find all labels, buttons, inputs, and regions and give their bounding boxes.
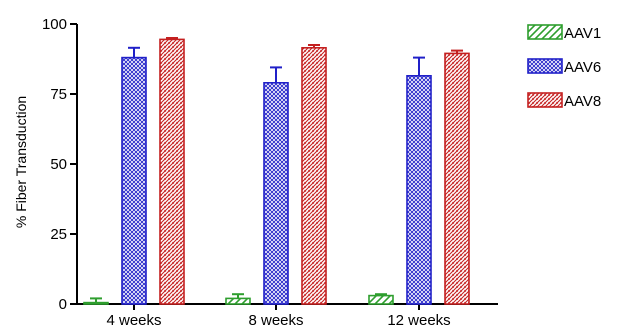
x-tick-label: 12 weeks <box>387 312 450 327</box>
y-tick-label: 75 <box>50 86 67 103</box>
bar-aav8 <box>444 52 470 305</box>
bar-aav1 <box>368 294 394 305</box>
legend-label-aav1: AAV1 <box>564 25 601 42</box>
legend-swatch-aav6 <box>527 58 563 74</box>
x-tick-label: 8 weeks <box>248 312 303 327</box>
x-tick-label: 4 weeks <box>106 312 161 327</box>
bar-aav8 <box>159 38 185 305</box>
bar-aav6 <box>121 56 147 305</box>
bar-aav1 <box>83 301 109 305</box>
y-axis-label: % Fiber Transduction <box>13 96 29 228</box>
y-tick-label: 0 <box>59 296 67 313</box>
bar-aav6 <box>406 75 432 305</box>
y-tick-label: 25 <box>50 226 67 243</box>
legend-label-aav8: AAV8 <box>564 93 601 110</box>
y-tick-label: 100 <box>42 16 67 33</box>
bar-aav6 <box>263 82 289 305</box>
legend-swatch-aav1 <box>527 24 563 40</box>
bar-aav8 <box>301 46 327 305</box>
legend-label-aav6: AAV6 <box>564 59 601 76</box>
legend-swatch-aav8 <box>527 92 563 108</box>
y-tick-label: 50 <box>50 156 67 173</box>
bar-aav1 <box>225 297 251 305</box>
